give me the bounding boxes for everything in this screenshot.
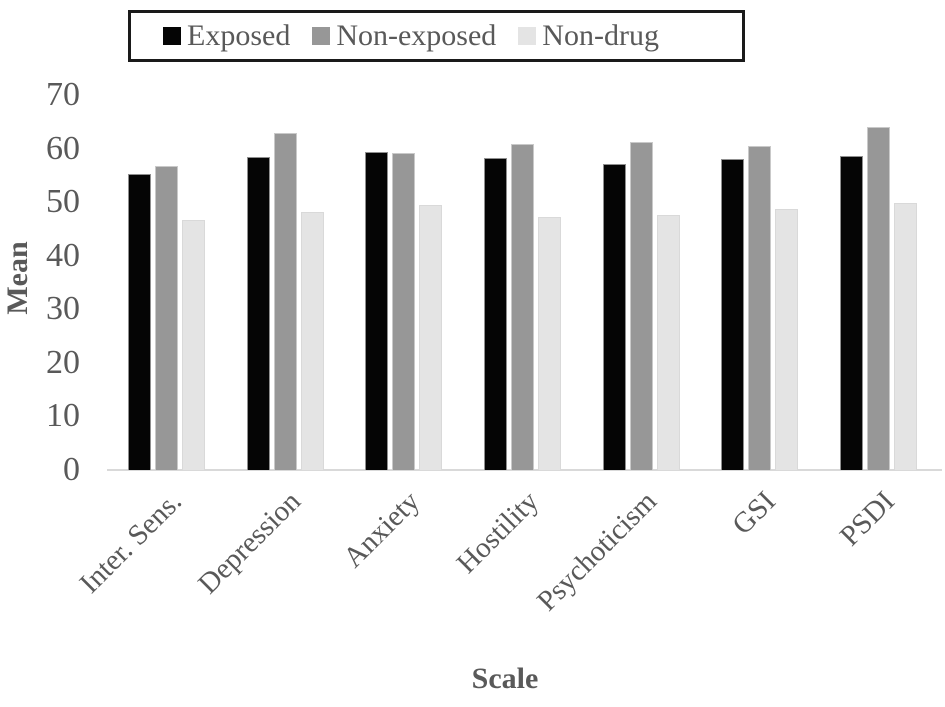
y-axis: 0 10 20 30 40 50 60 70: [0, 78, 86, 487]
y-tick-label: 0: [63, 451, 80, 488]
legend-entry: Non-drug: [518, 21, 659, 51]
bar-non-exposed-anxiety: [392, 152, 416, 470]
bar-non-exposed-psdi: [867, 127, 891, 470]
bar-exposed-depression: [246, 156, 270, 470]
x-category-label: Depression: [192, 485, 307, 601]
bar-non-exposed-depression: [273, 132, 297, 470]
bar-exposed-anxiety: [365, 152, 389, 470]
legend-label: Exposed: [187, 19, 291, 52]
legend-swatch-icon: [163, 27, 181, 45]
bar-non-drug-psdi: [894, 203, 918, 470]
legend-label: Non-drug: [542, 19, 659, 52]
y-tick-label: 70: [46, 76, 80, 113]
plot-area: [107, 95, 942, 471]
y-tick-label: 40: [46, 236, 80, 274]
bar-exposed-psychoticism: [602, 163, 626, 470]
bar-non-drug-gsi: [775, 209, 799, 470]
legend-entry: Exposed: [163, 21, 290, 51]
bar-exposed-gsi: [721, 159, 745, 470]
legend-swatch-icon: [312, 27, 331, 45]
y-tick-label: 20: [46, 343, 80, 381]
bar-non-drug-psychoticism: [656, 215, 680, 470]
y-tick-label: 30: [46, 290, 80, 328]
bar-non-drug-depression: [300, 211, 324, 470]
bar-exposed-psdi: [840, 156, 864, 470]
legend-label: Non-exposed: [336, 19, 497, 52]
bar-exposed-hostility: [484, 157, 507, 470]
bar-non-exposed-hostility: [511, 143, 534, 470]
x-axis-title: Scale: [471, 662, 539, 695]
bar-non-drug-anxiety: [419, 205, 443, 470]
bar-non-exposed-inter-sens: [154, 166, 178, 470]
legend-entry: Non-exposed: [312, 21, 496, 51]
y-tick-label: 50: [46, 183, 80, 221]
bar-non-exposed-gsi: [748, 145, 772, 470]
x-axis-line: [107, 469, 942, 471]
bar-exposed-inter-sens: [127, 173, 151, 470]
x-category-label: PSDI: [833, 485, 901, 553]
bar-non-drug-hostility: [538, 216, 561, 470]
y-tick-label: 60: [46, 129, 80, 167]
legend: Exposed Non-exposed Non-drug: [128, 10, 745, 62]
x-category-label: Inter. Sens.: [73, 485, 189, 600]
bar-non-exposed-psychoticism: [629, 142, 653, 470]
bar-non-drug-inter-sens: [181, 220, 205, 470]
y-tick-label: 10: [46, 397, 80, 435]
legend-swatch-icon: [518, 27, 537, 45]
